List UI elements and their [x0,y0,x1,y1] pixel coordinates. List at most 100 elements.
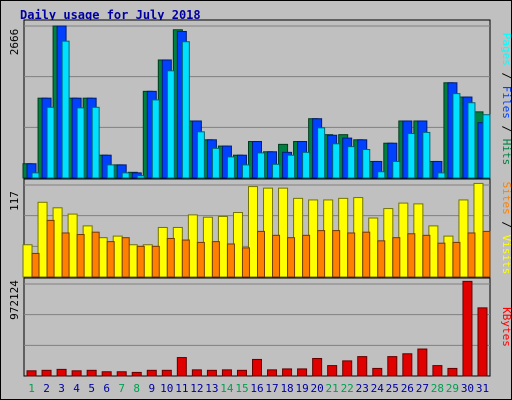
bar-sites-day-27 [422,234,431,278]
bar-sites-day-15 [241,247,250,278]
bar-sites-day-29 [452,241,461,278]
bar-pages-day-10 [166,70,175,179]
bar-visits-day-1 [22,244,33,278]
bar-pages-day-3 [61,40,70,179]
legend-sites-visits: Sites / Visits [500,182,512,275]
bar-visits-day-18 [278,187,289,278]
day-label-1: 1 [28,382,35,395]
ymax-label: 117 [8,191,21,211]
bar-pages-day-11 [181,41,190,179]
day-label-3: 3 [58,382,65,395]
bar-kbytes-day-23 [357,356,368,377]
bar-sites-day-8 [136,245,145,278]
day-label-12: 12 [190,382,203,395]
day-label-25: 25 [386,382,399,395]
bar-kbytes-day-6 [101,371,112,377]
bar-pages-day-18 [287,154,296,179]
bar-kbytes-day-31 [477,307,488,377]
bar-kbytes-day-28 [432,365,443,377]
day-label-20: 20 [311,382,324,395]
day-label-23: 23 [356,382,369,395]
day-label-16: 16 [250,382,263,395]
bar-sites-day-24 [377,240,386,278]
day-label-10: 10 [160,382,173,395]
bar-sites-day-10 [166,237,175,278]
bar-kbytes-day-9 [146,369,157,377]
bar-sites-day-19 [302,234,311,278]
bar-sites-day-14 [226,243,235,278]
legend-kbytes: KBytes [500,307,512,347]
bar-sites-day-6 [106,241,115,278]
bar-sites-day-23 [362,231,371,278]
bar-pages-day-21 [332,143,341,179]
day-label-7: 7 [118,382,125,395]
legend-pages-files-hits: Pages / Files / Hits [500,33,512,166]
bar-pages-day-1 [31,172,40,179]
bar-pages-day-22 [347,146,356,179]
bar-sites-day-25 [392,237,401,278]
bar-kbytes-day-11 [176,357,187,377]
bar-pages-day-25 [392,160,401,179]
day-label-4: 4 [73,382,80,395]
bar-kbytes-day-26 [402,353,413,377]
day-label-17: 17 [265,382,278,395]
day-label-8: 8 [133,382,140,395]
day-label-11: 11 [175,382,188,395]
bar-pages-day-19 [302,151,311,179]
day-label-31: 31 [476,382,489,395]
bar-pages-day-16 [257,152,265,179]
day-label-24: 24 [371,382,385,395]
bar-pages-day-5 [91,106,100,179]
bar-kbytes-day-15 [236,369,247,377]
bar-sites-day-9 [151,245,160,278]
day-label-9: 9 [148,382,155,395]
bar-sites-day-7 [121,237,130,278]
day-label-14: 14 [220,382,234,395]
bar-kbytes-day-8 [131,371,142,377]
bar-sites-day-12 [196,241,205,278]
ymax-label: 972124 [8,280,21,320]
day-label-22: 22 [341,382,354,395]
day-label-28: 28 [431,382,444,395]
legend-entry: Hits [500,139,512,166]
bar-pages-day-7 [121,172,130,179]
legend-entry: / [500,66,512,86]
bar-kbytes-day-25 [387,356,398,377]
bar-pages-day-17 [272,163,281,179]
bar-sites-day-21 [332,230,341,278]
bar-kbytes-day-19 [297,368,308,377]
bar-kbytes-day-21 [327,365,338,377]
bar-sites-day-16 [257,230,265,278]
chart-title: Daily usage for July 2018 [20,8,201,22]
bar-sites-day-22 [347,232,356,278]
bar-sites-day-5 [91,231,100,278]
ymax-label: 2666 [8,29,21,56]
day-label-29: 29 [446,382,459,395]
bar-kbytes-day-10 [161,369,172,377]
day-label-6: 6 [103,382,110,395]
bar-kbytes-day-20 [312,357,323,377]
bar-sites-day-3 [61,232,70,278]
bar-pages-day-8 [136,175,145,179]
bar-kbytes-day-22 [342,360,353,377]
bar-pages-day-13 [211,147,220,179]
bar-kbytes-day-17 [267,369,278,377]
bar-pages-day-23 [362,148,371,179]
bar-sites-day-2 [46,219,55,278]
day-label-5: 5 [88,382,95,395]
bar-kbytes-day-27 [417,348,428,377]
bar-pages-day-27 [422,131,431,179]
bar-pages-day-20 [317,127,326,179]
bar-kbytes-day-24 [372,367,383,377]
day-label-30: 30 [461,382,474,395]
bar-sites-day-17 [272,234,281,278]
bar-pages-day-31 [482,114,491,179]
day-label-19: 19 [295,382,308,395]
day-label-21: 21 [326,382,339,395]
legend-entry: KBytes [500,307,512,347]
bar-pages-day-12 [196,131,205,179]
bar-kbytes-day-29 [447,367,458,377]
day-label-2: 2 [43,382,50,395]
bar-pages-day-6 [106,164,115,179]
